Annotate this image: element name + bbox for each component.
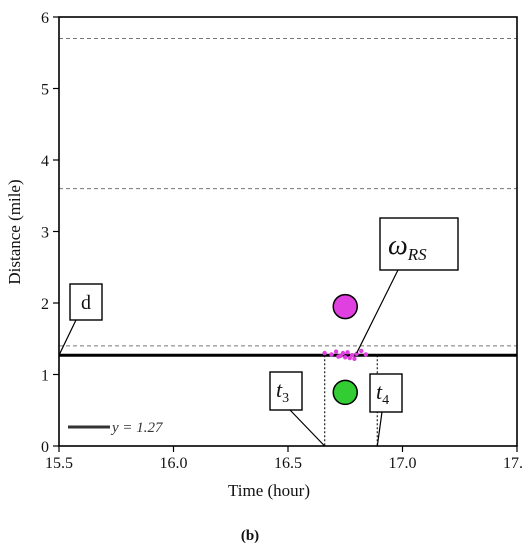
callout-t3-label: t3 (276, 377, 289, 406)
y-tick-label-4: 4 (41, 153, 49, 170)
y-tick-label-0: 0 (41, 439, 49, 456)
magenta-circle (332, 293, 358, 320)
callout-omega-pointer (356, 269, 399, 354)
y-axis-label: Distance (mile) (5, 179, 24, 284)
callout-t4-box (369, 373, 403, 413)
scatter-point-5 (343, 355, 348, 360)
x-tick-label-3: 17.0 (389, 455, 417, 472)
x-tick-label-2: 16.5 (274, 455, 302, 472)
callout-t4-subscript: 4 (382, 393, 389, 408)
callout-d-label: d (81, 292, 91, 314)
callout-omega-label: ωRS (388, 230, 427, 264)
scatter-point-13 (347, 355, 353, 361)
callout-t4: t4 (369, 373, 403, 447)
callout-d: d (58, 283, 103, 356)
scatter-point-6 (345, 350, 350, 355)
callout-omega-subscript: RS (407, 245, 427, 264)
scatter-point-1 (329, 352, 334, 357)
scatter-point-0 (322, 350, 327, 356)
scatter-point-11 (363, 352, 369, 357)
scatter-point-8 (352, 356, 357, 361)
green-circle (332, 379, 358, 406)
callout-t4-pointer (376, 411, 383, 447)
axis-ticks: 15.5 16.0 16.5 17.0 17.5 0 1 2 3 4 5 6 (41, 10, 522, 472)
callout-t4-symbol: t (376, 379, 383, 404)
scatter-points (322, 348, 369, 361)
y-tick-label-2: 2 (41, 296, 49, 313)
scatter-point-12 (336, 354, 341, 359)
callout-d-pointer (58, 319, 77, 356)
scatter-point-10 (359, 348, 364, 354)
scatter-point-9 (354, 351, 359, 356)
x-tick-label-0: 15.5 (45, 455, 73, 472)
scatter-point-2 (333, 349, 339, 354)
x-axis-label: Time (hour) (228, 481, 310, 500)
callout-t3-symbol: t (276, 377, 283, 402)
legend-label: y = 1.27 (110, 420, 164, 436)
callouts: d ωRS t3 t4 (58, 217, 459, 447)
markers (332, 293, 358, 406)
callout-omega-symbol: ω (388, 230, 408, 261)
callout-t3-box (269, 371, 303, 411)
callout-d-box (69, 283, 103, 321)
callout-t3-subscript: 3 (282, 391, 289, 406)
callout-omega-box (379, 217, 459, 271)
callout-t3-pointer (289, 409, 326, 447)
callout-t3: t3 (269, 371, 326, 447)
x-tick-label-1: 16.0 (160, 455, 188, 472)
y-tick-label-6: 6 (41, 10, 49, 27)
legend: y = 1.27 (68, 420, 164, 436)
figure-caption: (b) (241, 528, 259, 544)
y-tick-label-5: 5 (41, 82, 49, 99)
callout-omega: ωRS (356, 217, 459, 354)
scatter-point-4 (340, 350, 346, 356)
x-tick-label-4: 17.5 (503, 455, 522, 472)
callout-t4-label: t4 (376, 379, 389, 408)
y-tick-label-1: 1 (41, 368, 49, 385)
dashed-reference-lines (59, 37, 517, 347)
y-tick-label-3: 3 (41, 225, 49, 242)
